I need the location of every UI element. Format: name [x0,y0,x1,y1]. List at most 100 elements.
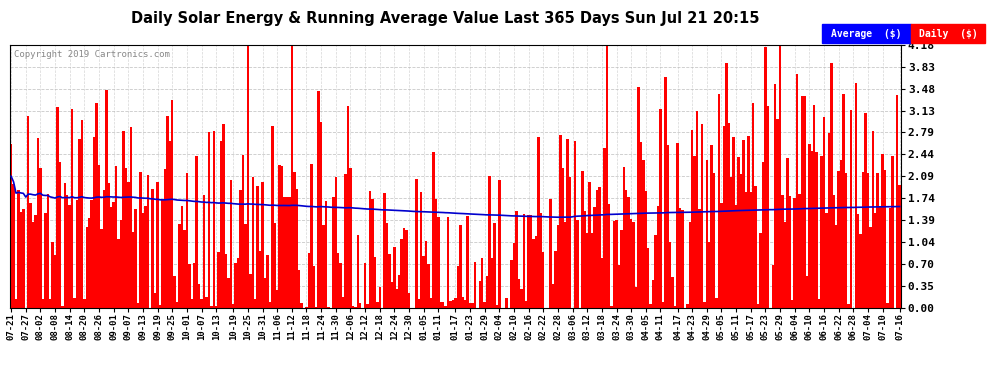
Bar [240,190,242,308]
Bar [259,251,261,308]
Bar [288,197,291,308]
Bar [801,96,803,308]
Text: Average  ($): Average ($) [831,29,902,39]
Bar [813,105,816,308]
Bar [408,293,410,308]
Bar [98,165,100,308]
Bar [163,169,166,308]
Bar [47,194,49,308]
Bar [674,306,676,308]
Bar [446,217,449,308]
Bar [530,214,533,308]
Bar [186,173,188,308]
Bar [90,200,93,308]
Bar [784,222,786,308]
Bar [844,173,847,308]
Bar [886,303,889,307]
Bar [315,307,318,308]
Bar [428,264,430,308]
Bar [796,74,798,307]
Bar [644,191,647,308]
Bar [63,183,66,308]
Bar [623,167,625,308]
Bar [603,148,606,308]
Bar [643,160,644,308]
Bar [313,266,315,308]
Bar [862,172,864,308]
Bar [438,217,440,308]
Bar [158,305,161,308]
Bar [520,288,523,308]
Bar [335,177,337,308]
Bar [791,300,794,307]
Text: Copyright 2019 Cartronics.com: Copyright 2019 Cartronics.com [14,50,170,59]
Bar [874,213,876,308]
Bar [523,214,525,308]
Bar [354,307,356,308]
Bar [273,223,276,308]
Bar [368,191,371,308]
Bar [176,302,178,307]
Bar [635,286,638,308]
Bar [471,303,473,307]
Bar [483,302,486,307]
Bar [826,213,828,308]
Bar [588,182,591,308]
Bar [761,162,764,308]
Bar [711,145,713,308]
Bar [220,141,223,308]
Bar [376,302,378,307]
Bar [378,287,381,308]
Bar [583,211,586,308]
Bar [454,298,456,307]
Bar [676,143,679,308]
Bar [466,216,469,308]
Bar [210,306,213,308]
Bar [754,186,757,308]
Bar [691,130,693,308]
Bar [15,299,17,307]
Bar [693,156,696,308]
Bar [659,109,661,307]
Bar [611,306,613,308]
Bar [415,179,418,308]
Bar [859,234,862,308]
Bar [456,266,459,308]
Bar [651,280,654,308]
Bar [506,298,508,307]
Bar [759,233,761,308]
Bar [442,302,445,307]
Bar [17,190,20,308]
Bar [513,243,515,308]
Bar [266,255,268,308]
Bar [386,223,388,308]
Bar [857,214,859,308]
Bar [543,252,545,308]
Bar [247,45,249,308]
Bar [120,220,122,308]
Bar [58,162,61,308]
Bar [774,84,776,308]
Bar [66,195,68,308]
Bar [556,225,559,308]
Bar [835,225,838,308]
Bar [445,306,446,308]
Bar [559,135,561,308]
Bar [786,158,789,308]
Bar [840,160,842,308]
Bar [752,103,754,308]
Bar [132,232,135,308]
Bar [666,145,669,308]
Bar [178,224,181,308]
Bar [403,228,405,308]
Bar [696,111,698,308]
Bar [538,137,540,308]
Text: Daily Solar Energy & Running Average Value Last 365 Days Sun Jul 21 20:15: Daily Solar Energy & Running Average Val… [132,11,759,26]
Bar [842,94,844,308]
Bar [323,225,325,308]
Bar [486,276,488,308]
Bar [51,242,53,308]
Bar [876,173,879,308]
Bar [373,257,376,307]
Bar [200,299,203,307]
